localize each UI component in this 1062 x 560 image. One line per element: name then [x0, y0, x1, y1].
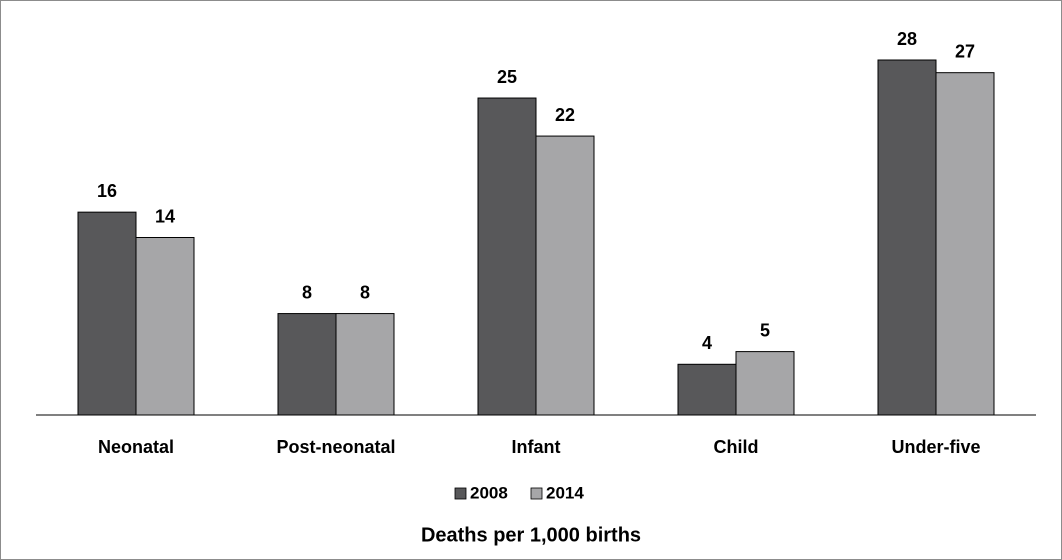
x-tick-label: Under-five	[891, 437, 980, 457]
data-label: 8	[302, 282, 312, 302]
bar	[477, 97, 537, 416]
x-tick-label: Child	[714, 437, 759, 457]
bar	[535, 135, 595, 416]
legend-label: 2008	[470, 483, 508, 502]
chart-title: Deaths per 1,000 births	[421, 524, 641, 546]
bar	[677, 363, 737, 416]
bar	[735, 351, 795, 416]
data-label: 27	[955, 41, 975, 61]
bar	[135, 237, 195, 416]
data-label: 16	[97, 181, 117, 201]
legend-swatch	[454, 487, 467, 500]
data-label: 22	[555, 105, 575, 125]
data-label: 14	[155, 206, 175, 226]
bar	[877, 59, 937, 416]
data-label: 4	[702, 333, 712, 353]
x-tick-label: Neonatal	[98, 437, 174, 457]
data-label: 8	[360, 282, 370, 302]
bar	[935, 72, 995, 416]
x-tick-label: Post-neonatal	[276, 437, 395, 457]
bar	[335, 313, 395, 416]
data-label: 5	[760, 320, 770, 340]
data-label: 28	[897, 29, 917, 49]
legend-label: 2014	[546, 483, 584, 502]
x-tick-label: Infant	[512, 437, 561, 457]
bar	[77, 211, 137, 416]
legend-swatch	[530, 487, 543, 500]
data-label: 25	[497, 67, 517, 87]
bar	[277, 313, 337, 416]
